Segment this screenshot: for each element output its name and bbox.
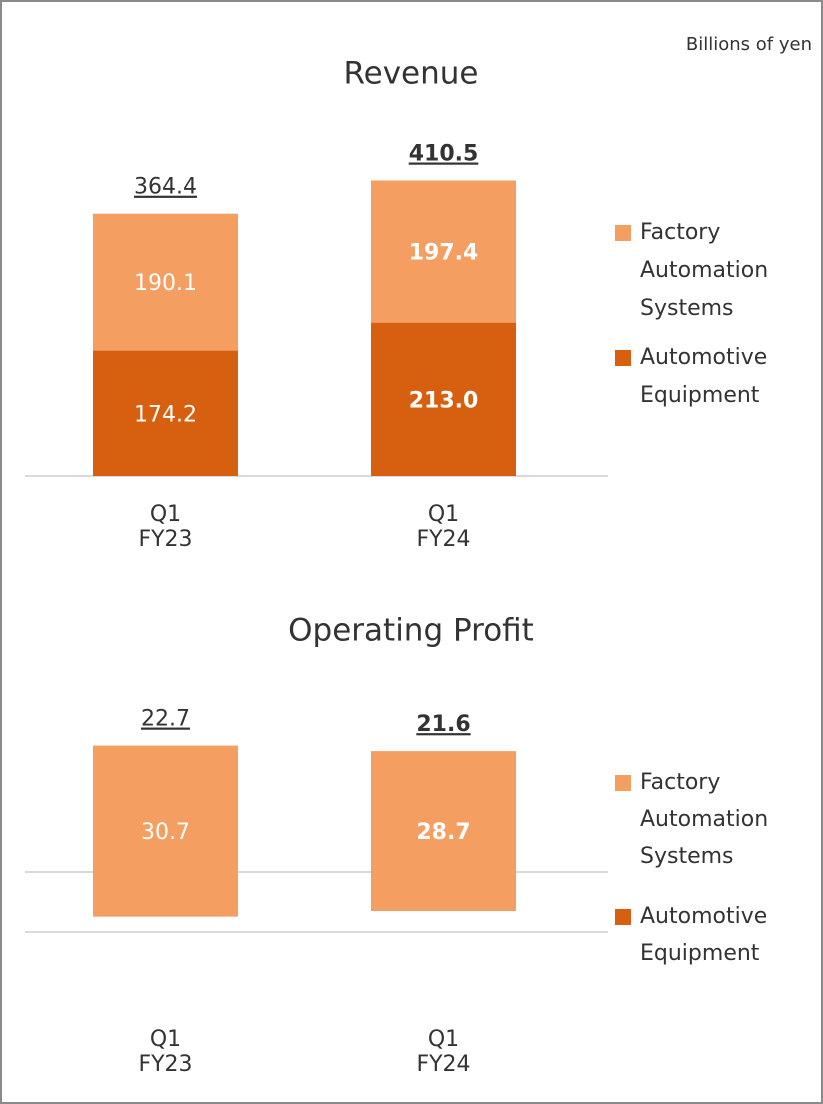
legend-label: Automotive Equipment (640, 345, 767, 408)
legend-swatch (615, 350, 631, 366)
x-tick-label: Q1 FY23 (138, 502, 192, 552)
total-label: 21.6 (416, 712, 470, 737)
bar-segment (93, 745, 238, 917)
chart-title: Revenue (343, 56, 478, 92)
legend-label: Factory Automation Systems (640, 220, 768, 321)
x-tick-label: Q1 FY24 (416, 502, 470, 552)
bar-segment (371, 322, 516, 476)
legend-swatch (615, 225, 631, 241)
value-label: 28.7 (416, 820, 470, 845)
legend-label: Automotive Equipment (640, 904, 767, 966)
legend-swatch (615, 775, 631, 791)
chart-title: Operating Profit (288, 613, 534, 649)
value-label: 213.0 (409, 388, 479, 413)
total-label: 364.4 (134, 175, 197, 200)
total-label: 410.5 (409, 142, 479, 167)
value-label: 190.1 (134, 271, 197, 296)
x-tick-label: Q1 FY23 (138, 1027, 192, 1077)
value-label: 30.7 (141, 820, 190, 845)
bar-segment (371, 751, 516, 911)
unit-label: Billions of yen (686, 34, 812, 55)
value-label: 197.4 (409, 241, 479, 266)
bar-segment (371, 180, 516, 323)
value-label: 174.2 (134, 402, 197, 427)
bar-segment (93, 350, 238, 476)
total-label: 22.7 (141, 707, 190, 732)
x-tick-label: Q1 FY24 (416, 1027, 470, 1077)
legend-swatch (615, 909, 631, 925)
legend-label: Factory Automation Systems (640, 770, 768, 869)
bar-segment (93, 213, 238, 351)
